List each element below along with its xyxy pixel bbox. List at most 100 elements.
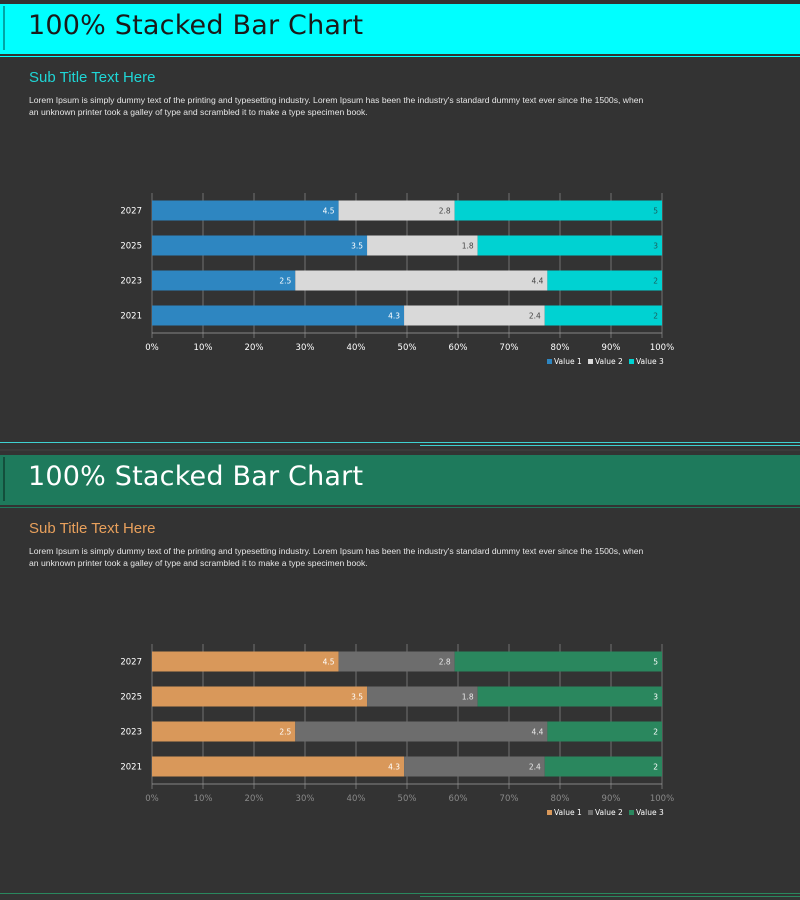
legend-swatch — [547, 359, 552, 364]
data-label: 2 — [653, 728, 658, 737]
title-band-underline — [0, 56, 800, 57]
x-tick-label: 100% — [650, 794, 674, 804]
data-label: 2 — [653, 312, 658, 321]
bar-segment — [544, 305, 662, 326]
title-band-underline — [0, 507, 800, 508]
legend-swatch — [547, 810, 552, 815]
data-label: 3 — [653, 693, 658, 702]
data-label: 2 — [653, 763, 658, 772]
y-tick-label: 2027 — [120, 207, 142, 217]
bar-segment — [454, 651, 662, 672]
body-text: Lorem Ipsum is simply dummy text of the … — [29, 95, 644, 117]
bottom-divider — [0, 442, 800, 443]
bar-segment — [152, 270, 296, 291]
bar-segment — [454, 200, 662, 221]
x-tick-label: 50% — [398, 794, 417, 804]
y-tick-label: 2021 — [120, 312, 142, 322]
x-tick-label: 10% — [194, 343, 213, 353]
bar-segment — [477, 235, 662, 256]
x-tick-label: 70% — [500, 794, 519, 804]
data-label: 4.3 — [388, 312, 400, 321]
page-title: 100% Stacked Bar Chart — [28, 10, 364, 41]
stacked-bar-chart: 0% 10% 20% 30% 40% 50% 60% 70% 80% 90% 100% 4.3 2.4 2… — [120, 644, 674, 817]
x-tick-label: 20% — [245, 794, 264, 804]
bar-segment — [367, 686, 478, 707]
bar-segment — [152, 721, 296, 742]
data-label: 5 — [653, 658, 658, 667]
data-label: 3.5 — [351, 242, 363, 251]
legend-label: Value 3 — [636, 808, 664, 817]
title-band-edge — [3, 457, 5, 501]
legend-swatch — [629, 810, 634, 815]
x-tick-label: 50% — [398, 343, 417, 353]
bottom-divider — [0, 893, 800, 894]
y-tick-label: 2027 — [120, 658, 142, 668]
bar-segment — [367, 235, 478, 256]
bar-segment — [295, 721, 548, 742]
x-tick-label: 20% — [245, 343, 264, 353]
data-label: 2.5 — [279, 728, 291, 737]
legend-label: Value 2 — [595, 357, 623, 366]
page-title: 100% Stacked Bar Chart — [28, 461, 364, 492]
stacked-bar-chart: 0% 10% 20% 30% 40% 50% 60% 70% 80% 90% 100% 4.3 2.4 2… — [120, 193, 674, 366]
data-label: 3 — [653, 242, 658, 251]
bar-segment — [477, 686, 662, 707]
subtitle: Sub Title Text Here — [29, 69, 156, 86]
bar-segment — [295, 270, 548, 291]
bar-segment — [547, 721, 662, 742]
body-text: Lorem Ipsum is simply dummy text of the … — [29, 546, 644, 568]
x-tick-label: 30% — [296, 794, 315, 804]
bar-segment — [152, 200, 339, 221]
y-tick-label: 2023 — [120, 277, 142, 287]
x-tick-label: 80% — [551, 343, 570, 353]
data-label: 4.3 — [388, 763, 400, 772]
data-label: 1.8 — [462, 693, 474, 702]
x-tick-label: 40% — [347, 794, 366, 804]
data-label: 2.4 — [529, 312, 541, 321]
bottom-divider-accent — [420, 896, 800, 897]
legend-swatch — [629, 359, 634, 364]
x-tick-label: 100% — [650, 343, 674, 353]
x-tick-label: 40% — [347, 343, 366, 353]
y-tick-label: 2025 — [120, 693, 142, 703]
legend-label: Value 3 — [636, 357, 664, 366]
x-tick-label: 70% — [500, 343, 519, 353]
data-label: 4.5 — [323, 207, 335, 216]
legend-label: Value 1 — [554, 357, 582, 366]
subtitle: Sub Title Text Here — [29, 520, 156, 537]
title-band-edge — [3, 6, 5, 50]
x-tick-label: 30% — [296, 343, 315, 353]
x-tick-label: 90% — [602, 343, 621, 353]
bar-segment — [404, 305, 545, 326]
bottom-divider-accent — [420, 445, 800, 446]
data-label: 2.8 — [439, 207, 451, 216]
data-label: 4.4 — [531, 728, 543, 737]
x-tick-label: 60% — [449, 343, 468, 353]
x-tick-label: 90% — [602, 794, 621, 804]
x-tick-label: 60% — [449, 794, 468, 804]
data-label: 3.5 — [351, 693, 363, 702]
legend-swatch — [588, 810, 593, 815]
bar-segment — [152, 651, 339, 672]
bar-segment — [152, 305, 405, 326]
bar-segment — [152, 686, 368, 707]
data-label: 4.5 — [323, 658, 335, 667]
legend-label: Value 2 — [595, 808, 623, 817]
data-label: 2.8 — [439, 658, 451, 667]
bar-segment — [152, 235, 368, 256]
legend-swatch — [588, 359, 593, 364]
bar-segment — [152, 756, 405, 777]
bar-segment — [338, 200, 455, 221]
title-band: 100% Stacked Bar Chart — [0, 4, 800, 57]
slide-1: 100% Stacked Bar Chart Sub Title Text He… — [0, 0, 800, 449]
y-tick-label: 2023 — [120, 728, 142, 738]
slide-2: 100% Stacked Bar Chart Sub Title Text He… — [0, 451, 800, 900]
x-tick-label: 80% — [551, 794, 570, 804]
data-label: 5 — [653, 207, 658, 216]
data-label: 1.8 — [462, 242, 474, 251]
y-tick-label: 2025 — [120, 242, 142, 252]
bar-segment — [338, 651, 455, 672]
y-tick-label: 2021 — [120, 763, 142, 773]
bar-segment — [544, 756, 662, 777]
x-tick-label: 10% — [194, 794, 213, 804]
